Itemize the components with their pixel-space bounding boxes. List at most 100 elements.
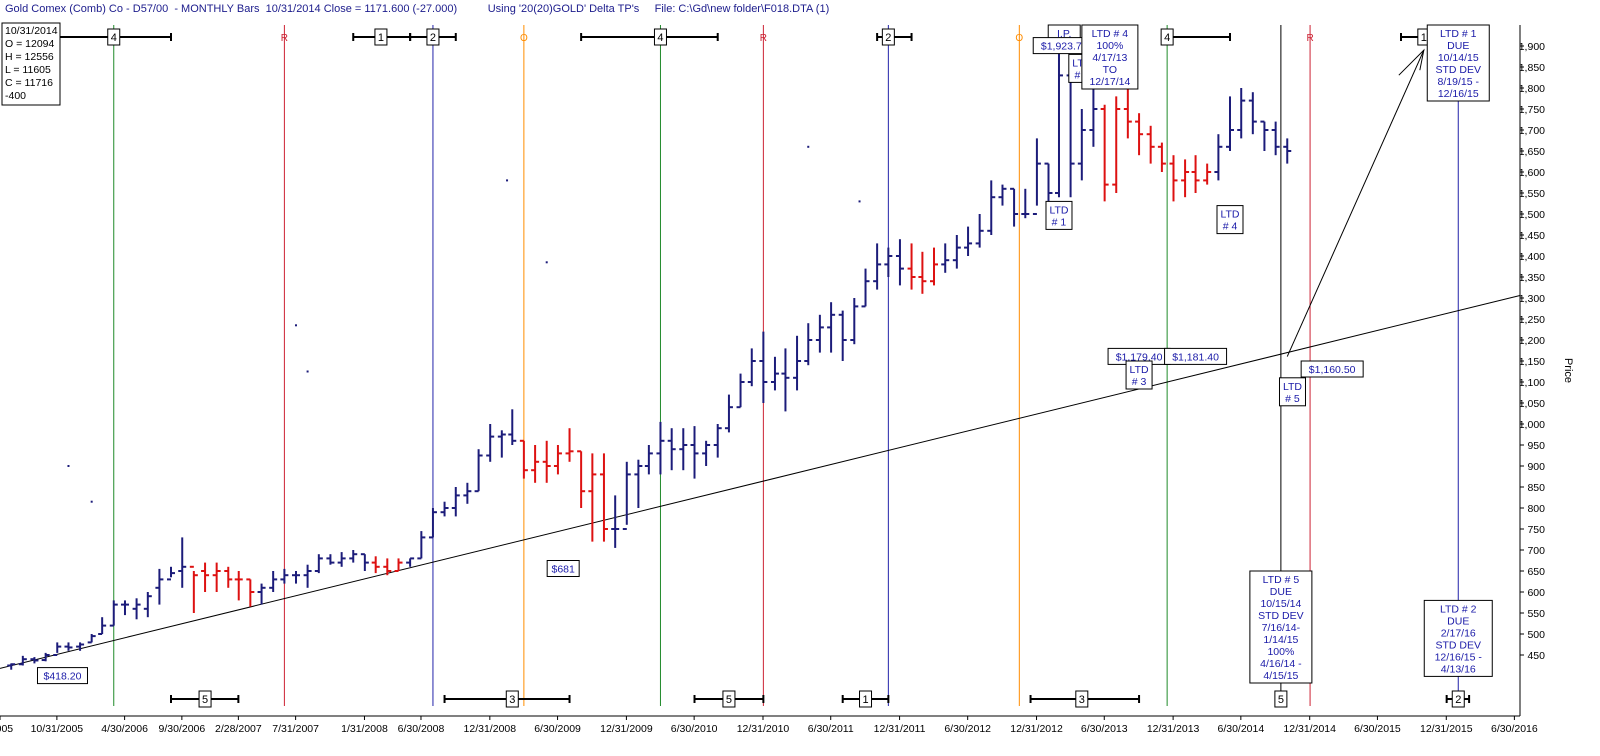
orange-line-1-label: O [520, 33, 528, 44]
ohlc-bar [486, 424, 495, 462]
ohlc-bar [76, 642, 85, 651]
label-ltd3-line: LTD [1130, 364, 1149, 376]
top-marker-label: 2 [430, 32, 436, 44]
ohlc-bar [109, 600, 118, 627]
label-418-box [36, 667, 88, 685]
ohlc-bar [41, 652, 50, 662]
label-1181: $1,181.40 [1164, 347, 1228, 365]
ohlc-box-frame [1, 22, 61, 106]
label-1160: $1,160.50 [1300, 360, 1364, 378]
bottom-marker-box [1451, 690, 1465, 708]
label-ltd4-top-line: 100% [1096, 40, 1123, 52]
file-label: File: C:\Gd\new folder\F018.DTA (1) [654, 3, 830, 15]
ohlc-bar [838, 310, 847, 361]
label-ltd4-mid: LTD# 4 [1216, 205, 1244, 235]
x-tick-label: 1/31/2008 [341, 723, 388, 735]
ohlc-bar [1032, 138, 1041, 215]
y-tick-label: 1,800 [1519, 83, 1545, 95]
y-tick-label: 650 [1527, 566, 1545, 578]
ohlc-bar [269, 571, 278, 592]
ohlc-bar [1054, 37, 1063, 198]
ohlc-bar [759, 331, 768, 403]
ohlc-bar [257, 583, 266, 605]
ohlc-bar [850, 298, 859, 345]
y-tick-label: 1,650 [1519, 146, 1545, 158]
ohlc-bar [577, 450, 586, 508]
ohlc-bar [178, 537, 187, 588]
label-ltd1-top-box [1426, 24, 1490, 102]
x-tick-label: 10/31/2005 [31, 723, 84, 735]
label-ltd4-mid-line: LTD [1220, 209, 1239, 221]
ohlc-bar [64, 642, 73, 651]
bottom-marker-label: 3 [1079, 694, 1085, 706]
label-ltd2-bottom-line: DUE [1447, 615, 1469, 627]
top-marker-label: 4 [1164, 32, 1170, 44]
y-tick-label: 1,100 [1519, 377, 1545, 389]
ohlc-bar [246, 578, 255, 607]
ohlc-bar [622, 461, 631, 530]
x-tick-label: 12/31/2013 [1147, 723, 1200, 735]
ohlc-bar [143, 592, 152, 618]
ohlc-bar [1225, 96, 1234, 151]
y-tick-label: 800 [1527, 503, 1545, 515]
y-tick-label: 1,900 [1519, 41, 1545, 53]
stray-dot [545, 261, 548, 264]
label-1160-box [1300, 360, 1364, 378]
y-tick-label: 1,350 [1519, 272, 1545, 284]
ohlc-bar [383, 558, 392, 576]
bottom-marker-label: 3 [509, 694, 515, 706]
stray-dot [67, 465, 70, 467]
x-tick-label: 6/30/2008 [398, 723, 445, 735]
ohlc-bar [873, 243, 882, 290]
y-tick-label: 500 [1527, 629, 1545, 641]
x-tick-label: 9/30/2006 [159, 723, 206, 735]
ohlc-bar [1271, 121, 1280, 156]
bottom-marker-box [859, 690, 873, 708]
y-axis-label: Price [1562, 358, 1574, 383]
label-1160-line: $1,160.50 [1309, 364, 1356, 376]
ohlc-bar [1112, 96, 1121, 193]
stray-dot [294, 324, 297, 327]
label-ltd3: LTD# 3 [1125, 360, 1153, 390]
ohlc-bar [1169, 155, 1178, 202]
ohlc-bar [98, 617, 107, 635]
ohlc-bar [644, 445, 653, 475]
ohlc-bar [987, 180, 996, 235]
ohlc-bar [815, 314, 824, 353]
label-ltd1-top-line: LTD # 1 [1440, 28, 1477, 40]
ohlc-bar [280, 568, 289, 584]
label-ltd1-box [1045, 200, 1073, 230]
label-1181-line: $1,181.40 [1172, 351, 1219, 363]
ohlc-bar [1021, 188, 1030, 219]
y-tick-label: 950 [1527, 440, 1545, 452]
bottom-marker-box [722, 690, 736, 708]
chart-header: Gold Comex (Comb) Co - D57/00 - MONTHLY … [5, 3, 829, 15]
y-tick-label: 1,300 [1519, 293, 1545, 305]
ohlc-bar [952, 235, 961, 269]
ohlc-bar [1077, 109, 1086, 181]
ohlc-bar [394, 558, 403, 572]
ohlc-bar [1248, 92, 1257, 135]
ohlc-bar [120, 600, 129, 616]
bottom-marker-label: 2 [1455, 694, 1461, 706]
ohlc-bar [1157, 142, 1166, 172]
ohlc-bar [884, 247, 893, 277]
ohlc-bar [132, 598, 141, 620]
ohlc-bar [18, 655, 27, 666]
ohlc-bar [781, 348, 790, 412]
label-681-box [546, 560, 580, 577]
label-ltd2-bottom-line: 4/13/16 [1441, 663, 1476, 675]
label-ltd5-mid-line: # 5 [1285, 393, 1300, 405]
x-tick-label: 6/30/2016 [1491, 723, 1538, 735]
y-tick-label: 1,700 [1519, 125, 1545, 137]
ohlc-bar [531, 445, 540, 483]
y-tick-label: 1,150 [1519, 356, 1545, 368]
label-ltd4-mid-line: # 4 [1223, 221, 1238, 233]
ohlc-box-line: H = 12556 [5, 51, 54, 63]
ohlc-bar [713, 424, 722, 458]
ohlc-bar [1237, 88, 1246, 139]
ohlc-bar [998, 184, 1007, 206]
y-tick-label: 1,050 [1519, 398, 1545, 410]
